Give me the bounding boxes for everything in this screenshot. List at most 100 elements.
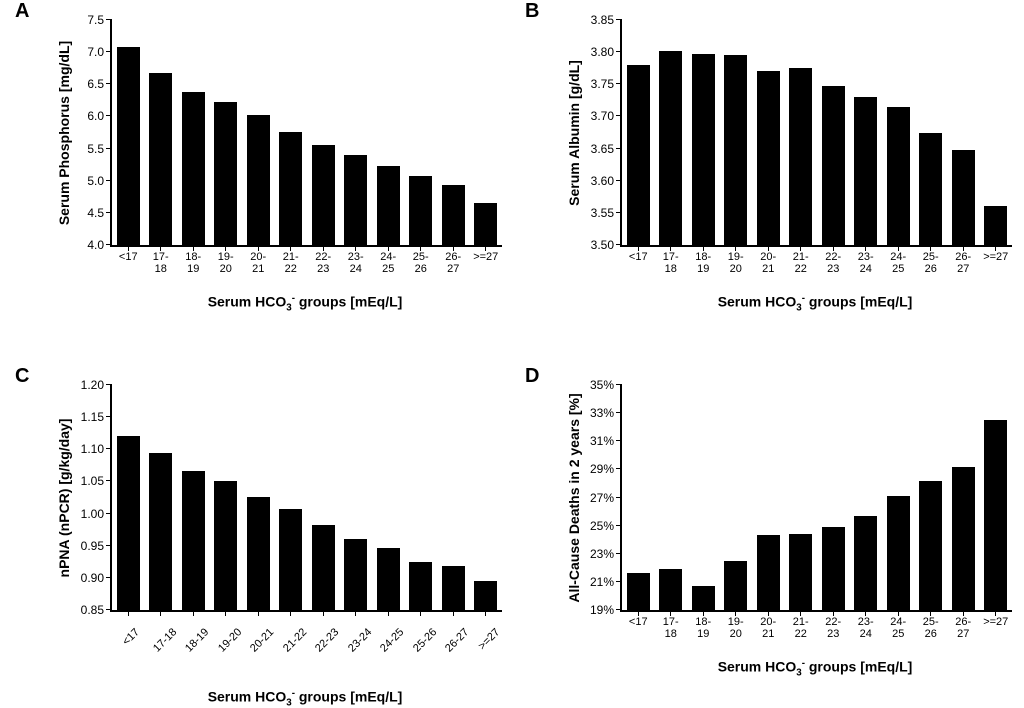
bar-slot (275, 385, 308, 610)
bar-slot (720, 385, 753, 610)
panel-B: B3.503.553.603.653.703.753.803.85<1717- … (525, 0, 1024, 330)
x-tick-label: 21- 22 (793, 251, 809, 275)
x-ticks: <1717- 1818- 1919- 2020- 2121- 2222- 232… (622, 610, 1012, 640)
x-tick-label: 20-21 (248, 626, 276, 654)
x-tick-mark (290, 610, 291, 616)
bar (627, 65, 650, 245)
y-tick-label: 6.5 (87, 77, 112, 91)
x-tick-slot: 19- 20 (720, 610, 753, 640)
x-ticks: <1717-1818-1919-2020-2121-2222-2323-2424… (112, 610, 502, 634)
x-tick-label: 18- 19 (185, 251, 201, 275)
y-tick-label: 4.5 (87, 206, 112, 220)
x-tick-slot: 26- 27 (437, 245, 470, 275)
bar (279, 509, 302, 610)
x-tick-label: 23- 24 (858, 616, 874, 640)
bar (984, 206, 1007, 245)
y-tick-label: 1.15 (81, 410, 112, 424)
y-tick-label: 25% (590, 519, 622, 533)
bar (659, 51, 682, 245)
plot-area: 4.04.55.05.56.06.57.07.5<1717- 1818- 191… (110, 20, 502, 247)
x-tick-mark (670, 245, 671, 251)
x-tick-slot: 18- 19 (687, 610, 720, 640)
x-tick-slot: 17- 18 (655, 245, 688, 275)
bar (409, 176, 432, 245)
x-tick-mark (995, 245, 996, 251)
y-axis-label: All-Cause Deaths in 2 years [%] (566, 393, 582, 602)
bar (377, 548, 400, 610)
panel-A: A4.04.55.05.56.06.57.07.5<1717- 1818- 19… (15, 0, 515, 330)
bar (117, 436, 140, 610)
x-tick-mark (485, 610, 486, 616)
bar (247, 115, 270, 245)
x-tick-label: 24- 25 (890, 251, 906, 275)
x-tick-slot: 26- 27 (947, 245, 980, 275)
x-tick-label: 23- 24 (348, 251, 364, 275)
x-tick-mark (735, 610, 736, 616)
bar (344, 155, 367, 245)
x-tick-mark (128, 610, 129, 616)
bar (952, 467, 975, 610)
x-tick-slot: 22- 23 (817, 245, 850, 275)
x-tick-slot: 18- 19 (687, 245, 720, 275)
x-tick-slot: 19- 20 (720, 245, 753, 275)
bar (627, 573, 650, 610)
x-tick-label: >=27 (476, 626, 502, 652)
x-tick-label: 17- 18 (663, 251, 679, 275)
bar (377, 166, 400, 245)
x-tick-slot: <17 (112, 245, 145, 275)
x-tick-label: 22- 23 (825, 251, 841, 275)
x-tick-mark (833, 245, 834, 251)
plot-area: 3.503.553.603.653.703.753.803.85<1717- 1… (620, 20, 1012, 247)
bar-slot (437, 385, 470, 610)
bar (409, 562, 432, 610)
bar (789, 534, 812, 610)
x-tick-label: 17-18 (151, 626, 179, 654)
x-tick-mark (225, 245, 226, 251)
x-tick-label: 25- 26 (923, 616, 939, 640)
x-axis-label: Serum HCO3- groups [mEq/L] (718, 293, 913, 313)
bar-slot (340, 20, 373, 245)
x-tick-slot: 21-22 (275, 610, 308, 634)
x-tick-label: 19-20 (216, 626, 244, 654)
x-tick-slot: 17- 18 (655, 610, 688, 640)
bar (887, 107, 910, 245)
bar (692, 54, 715, 245)
x-tick-slot: 17- 18 (145, 245, 178, 275)
panel-label: C (15, 365, 29, 388)
x-tick-label: 18-19 (183, 626, 211, 654)
x-tick-slot: >=27 (470, 610, 503, 634)
x-tick-slot: >=27 (470, 245, 503, 275)
x-tick-mark (485, 245, 486, 251)
x-tick-mark (258, 245, 259, 251)
bar-slot (655, 20, 688, 245)
bar-slot (340, 385, 373, 610)
y-tick-label: 0.95 (81, 539, 112, 553)
bar-slot (622, 20, 655, 245)
bar-slot (112, 385, 145, 610)
y-tick-label: 3.80 (591, 45, 622, 59)
bar-slot (785, 20, 818, 245)
y-tick-label: 1.10 (81, 442, 112, 456)
y-tick-label: 6.0 (87, 109, 112, 123)
x-tick-slot: >=27 (980, 245, 1013, 275)
x-tick-mark (638, 245, 639, 251)
bar-slot (947, 385, 980, 610)
x-tick-mark (323, 245, 324, 251)
x-tick-mark (865, 610, 866, 616)
plot-area: 19%21%23%25%27%29%31%33%35%<1717- 1818- … (620, 385, 1012, 612)
bar (474, 581, 497, 610)
bar-slot (785, 385, 818, 610)
x-ticks: <1717- 1818- 1919- 2020- 2121- 2222- 232… (112, 245, 502, 275)
x-tick-label: 22-23 (313, 626, 341, 654)
x-tick-label: <17 (119, 251, 138, 275)
x-tick-slot: 20-21 (242, 610, 275, 634)
bar (312, 525, 335, 610)
x-tick-mark (355, 245, 356, 251)
bar-slot (915, 20, 948, 245)
x-tick-slot: 24- 25 (882, 610, 915, 640)
x-tick-mark (930, 245, 931, 251)
y-tick-label: 3.85 (591, 13, 622, 27)
bar-slot (915, 385, 948, 610)
x-tick-slot: 18-19 (177, 610, 210, 634)
x-tick-slot: 19-20 (210, 610, 243, 634)
